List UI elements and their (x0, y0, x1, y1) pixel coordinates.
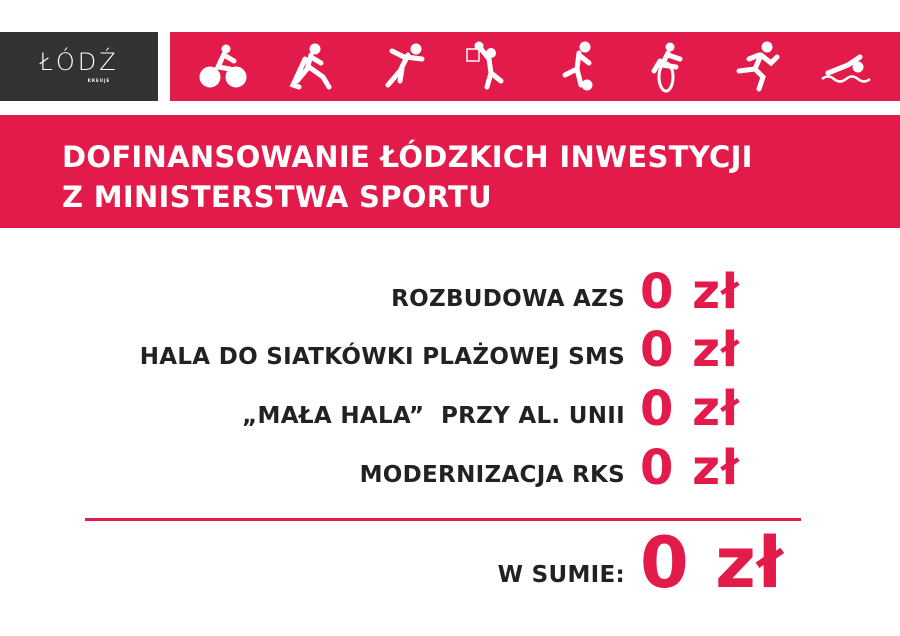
running-icon (736, 41, 780, 91)
bmx-icon (651, 42, 683, 92)
title-line-1: DOFINANSOWANIE ŁÓDZKICH INWESTYCJI (62, 140, 753, 174)
item-value: 0 zł (640, 264, 740, 320)
cycling-icon (199, 44, 247, 87)
football-icon (562, 41, 593, 90)
funding-item: „MAŁA HALA” PRZY AL. UNII 0 zł (0, 379, 900, 439)
item-label: MODERNIZACJA RKS (359, 462, 625, 488)
title-banner: DOFINANSOWANIE ŁÓDZKICH INWESTYCJI Z MIN… (0, 115, 900, 228)
item-value: 0 zł (640, 322, 740, 378)
item-value: 0 zł (640, 440, 740, 496)
funding-item: HALA DO SIATKÓWKI PLAŻOWEJ SMS 0 zł (0, 320, 900, 380)
title-line-2: Z MINISTERSTWA SPORTU (62, 180, 492, 214)
item-label: ROZBUDOWA AZS (391, 286, 625, 312)
handball-icon (385, 43, 425, 87)
logo-subtext: KREUJE (87, 78, 111, 83)
basketball-icon (465, 41, 504, 89)
item-label: „MAŁA HALA” PRZY AL. UNII (242, 403, 625, 429)
hockey-icon (289, 43, 332, 89)
total-label: W SUMIE: (497, 562, 625, 588)
total-value: 0 zł (640, 522, 784, 604)
swimming-icon (820, 54, 871, 83)
total-row: W SUMIE: 0 zł (0, 522, 900, 604)
funding-item: MODERNIZACJA RKS 0 zł (0, 438, 900, 498)
lodz-logo: ŁÓDŹ KREUJE (0, 32, 158, 101)
item-label: HALA DO SIATKÓWKI PLAŻOWEJ SMS (139, 344, 625, 370)
sports-icons-band (170, 32, 900, 101)
divider (85, 518, 801, 521)
funding-item: ROZBUDOWA AZS 0 zł (0, 262, 900, 322)
item-value: 0 zł (640, 381, 740, 437)
logo-text: ŁÓDŹ (39, 48, 119, 76)
